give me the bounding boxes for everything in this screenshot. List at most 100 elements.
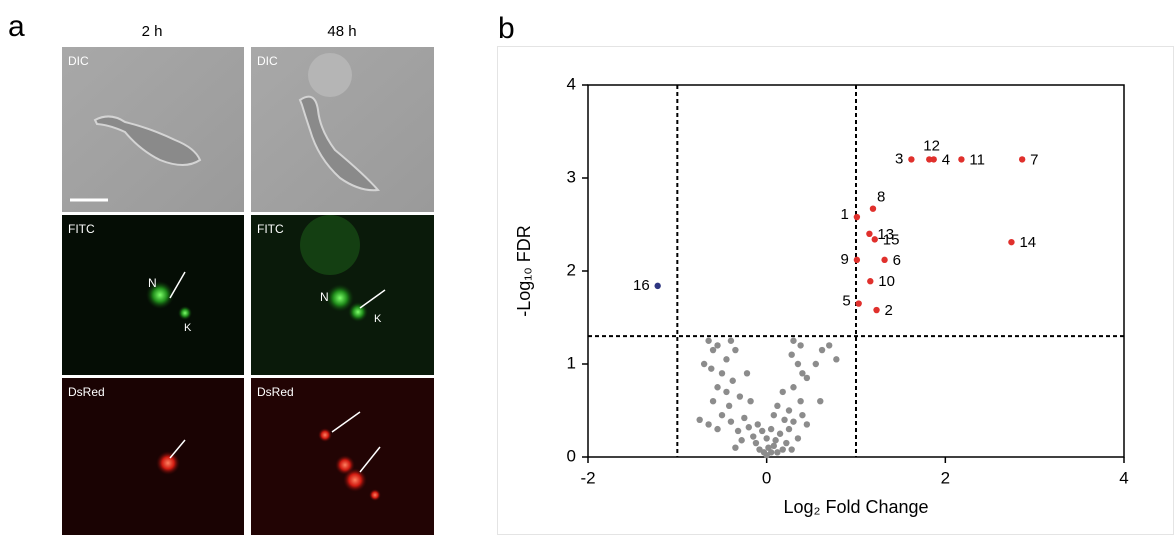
blob (343, 468, 367, 492)
blob (146, 281, 174, 309)
point-label: 1 (841, 206, 849, 223)
point (873, 306, 880, 314)
blob (326, 284, 354, 312)
point (790, 384, 797, 391)
point (826, 342, 833, 349)
point (729, 377, 736, 384)
x-tick-label: 4 (1119, 468, 1128, 487)
column-label: 48 h (327, 23, 356, 40)
x-tick-label: -2 (580, 468, 595, 487)
marker-label: K (374, 313, 382, 325)
point (930, 156, 937, 163)
point (790, 418, 797, 425)
point-label: 10 (878, 273, 895, 290)
point (869, 205, 877, 212)
point (741, 414, 748, 422)
point (654, 282, 661, 290)
point (714, 425, 721, 433)
blob (369, 489, 381, 501)
point-label: 8 (877, 189, 885, 206)
point (770, 411, 778, 419)
point (727, 337, 735, 344)
point (908, 156, 915, 163)
y-tick-label: 4 (567, 74, 576, 93)
arrow (359, 289, 386, 309)
point (709, 398, 717, 405)
y-tick-label: 2 (567, 260, 576, 279)
point (788, 351, 795, 358)
channel-label: FITC (68, 222, 95, 236)
column-label: 2 h (142, 23, 163, 40)
point (799, 411, 806, 419)
point (738, 437, 745, 444)
point (833, 356, 840, 363)
point-label: 16 (633, 277, 650, 294)
point-label: 6 (893, 252, 901, 269)
cell (93, 115, 202, 166)
point (781, 416, 788, 423)
point (745, 424, 752, 431)
point-label: 14 (1019, 234, 1036, 251)
point-label: 15 (883, 231, 900, 248)
point (763, 451, 770, 459)
point (752, 439, 760, 447)
point (743, 370, 751, 377)
point-label: 3 (895, 150, 903, 167)
point (867, 278, 874, 285)
point (803, 421, 811, 428)
point (725, 402, 733, 410)
point (790, 337, 797, 344)
point (754, 421, 761, 428)
point (794, 360, 802, 368)
point (750, 433, 757, 440)
point (723, 356, 730, 363)
cell (298, 95, 381, 192)
point (855, 300, 862, 307)
point (759, 427, 766, 435)
point-label: 11 (969, 151, 985, 168)
blob (308, 53, 352, 97)
point (926, 156, 933, 163)
blob (300, 215, 360, 275)
x-tick-label: 2 (941, 468, 950, 487)
point (779, 388, 786, 396)
point (779, 446, 786, 453)
point (783, 439, 790, 447)
point (732, 444, 739, 451)
channel-label: FITC (257, 222, 284, 236)
arrow (169, 439, 186, 459)
y-tick-label: 0 (567, 446, 576, 465)
point (723, 388, 730, 396)
point (797, 398, 804, 405)
channel-label: DIC (257, 54, 278, 68)
point (727, 418, 735, 425)
point (763, 435, 770, 442)
blob (348, 302, 368, 322)
point (812, 360, 819, 368)
marker-label: N (320, 290, 329, 304)
point (785, 425, 793, 433)
panel-letter: b (498, 12, 515, 45)
point (803, 374, 811, 382)
point (705, 421, 712, 428)
point (708, 365, 715, 372)
arrow (331, 411, 361, 433)
image-grid: DIC DIC N K N K FITC FITC DsRed DsRed (62, 47, 434, 535)
dic-image (62, 47, 244, 212)
point (788, 446, 795, 453)
x-tick-label: 0 (762, 468, 771, 487)
channel-label: DsRed (257, 385, 294, 399)
point (756, 446, 763, 453)
point-label: 2 (885, 302, 893, 319)
point (871, 236, 878, 243)
point (774, 449, 781, 456)
point-label: 13 (877, 226, 894, 243)
point (736, 393, 744, 400)
panel-letter: a (8, 10, 25, 43)
point (700, 360, 708, 368)
marker-label: N (148, 276, 157, 290)
blob (178, 306, 192, 320)
point (794, 435, 802, 442)
point-label: 4 (942, 151, 950, 168)
